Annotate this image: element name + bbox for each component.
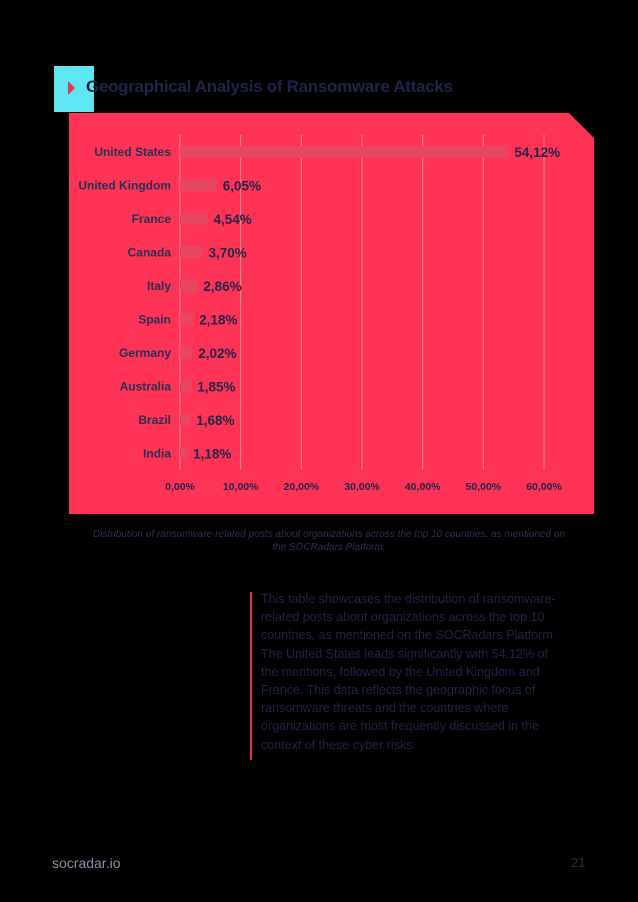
bar: [180, 346, 193, 359]
page-title: Geographical Analysis of Ransomware Atta…: [86, 77, 453, 96]
section-header: Geographical Analysis of Ransomware Atta…: [54, 66, 614, 112]
category-label: Spain: [138, 312, 171, 326]
category-label: United States: [94, 145, 171, 159]
value-label: 3,70%: [208, 245, 246, 260]
x-tick-label: 0,00%: [165, 481, 195, 493]
category-label: India: [143, 446, 171, 460]
value-label: 1,68%: [196, 413, 234, 428]
bar: [180, 145, 509, 158]
x-tick-label: 50,00%: [466, 481, 502, 493]
page-number: 21: [571, 855, 586, 870]
bar-chart: 0,00% 10,00% 20,00% 30,00% 40,00% 50,00% 60,00…: [69, 113, 594, 514]
bar: [180, 380, 192, 393]
description-text: This table showcases the distribution of…: [261, 592, 557, 752]
x-tick-label: 40,00%: [405, 481, 441, 493]
category-label: United Kingdom: [78, 178, 171, 192]
category-label: Italy: [147, 279, 171, 293]
category-label: Australia: [120, 379, 172, 393]
category-label: France: [132, 212, 172, 226]
x-tick-label: 20,00%: [284, 481, 320, 493]
x-tick-label: 10,00%: [223, 481, 259, 493]
description-accent-line: [250, 592, 252, 760]
bar: [180, 447, 188, 460]
category-label: Germany: [119, 346, 171, 360]
bar: [180, 246, 203, 259]
category-label: Brazil: [138, 413, 171, 427]
chart-svg: 0,00% 10,00% 20,00% 30,00% 40,00% 50,00% 60,00…: [69, 113, 594, 514]
chart-caption: Distribution of ransomware-related posts…: [93, 529, 565, 553]
bar: [180, 179, 217, 192]
value-label: 1,85%: [197, 379, 235, 394]
value-label: 6,05%: [223, 178, 261, 193]
value-label: 2,18%: [199, 312, 237, 327]
footer-site[interactable]: socradar.io: [52, 855, 121, 871]
x-tick-label: 60,00%: [526, 481, 562, 493]
category-label: Canada: [128, 245, 172, 259]
value-label: 1,18%: [193, 446, 231, 461]
bar: [180, 413, 191, 426]
chevron-right-icon: [68, 81, 75, 95]
bar: [180, 212, 208, 225]
value-label: 2,02%: [198, 346, 236, 361]
value-label: 4,54%: [214, 212, 252, 227]
value-label: 2,86%: [203, 279, 241, 294]
value-label: 54,12%: [514, 145, 560, 160]
bar: [180, 279, 198, 292]
bar: [180, 313, 194, 326]
x-tick-label: 30,00%: [344, 481, 380, 493]
